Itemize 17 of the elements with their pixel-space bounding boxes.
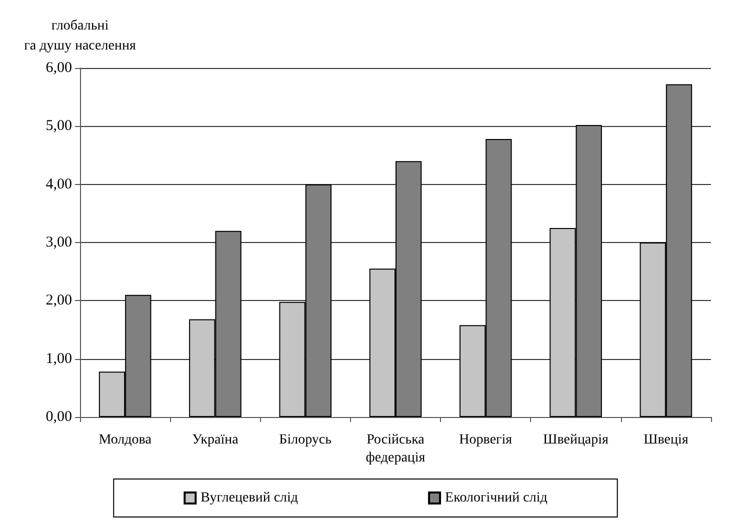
legend-label: Екологічний слід [445,490,548,506]
x-tick-label: Швейцарія [543,432,610,448]
y-tick-label: 0,00 [46,409,72,425]
y-tick-label: 6,00 [46,60,72,76]
legend-label: Вуглецевий слід [200,490,298,506]
x-tick-label: Норвегія [459,432,513,448]
y-tick-label: 3,00 [46,234,72,250]
x-tick-label: Швеція [644,432,689,448]
y-tick-label: 5,00 [46,118,72,134]
x-tick-label: Молдова [98,432,152,448]
x-tick-label: Україна [192,432,240,448]
y-tick-label: 2,00 [46,292,72,309]
x-tick-label: Російська федерація [366,432,426,466]
y-tick-label: 1,00 [46,350,72,367]
y-tick-label: 4,00 [46,176,72,192]
y-axis-title: глобальні га душу населення [24,18,136,54]
x-tick-label: Білорусь [279,432,332,448]
